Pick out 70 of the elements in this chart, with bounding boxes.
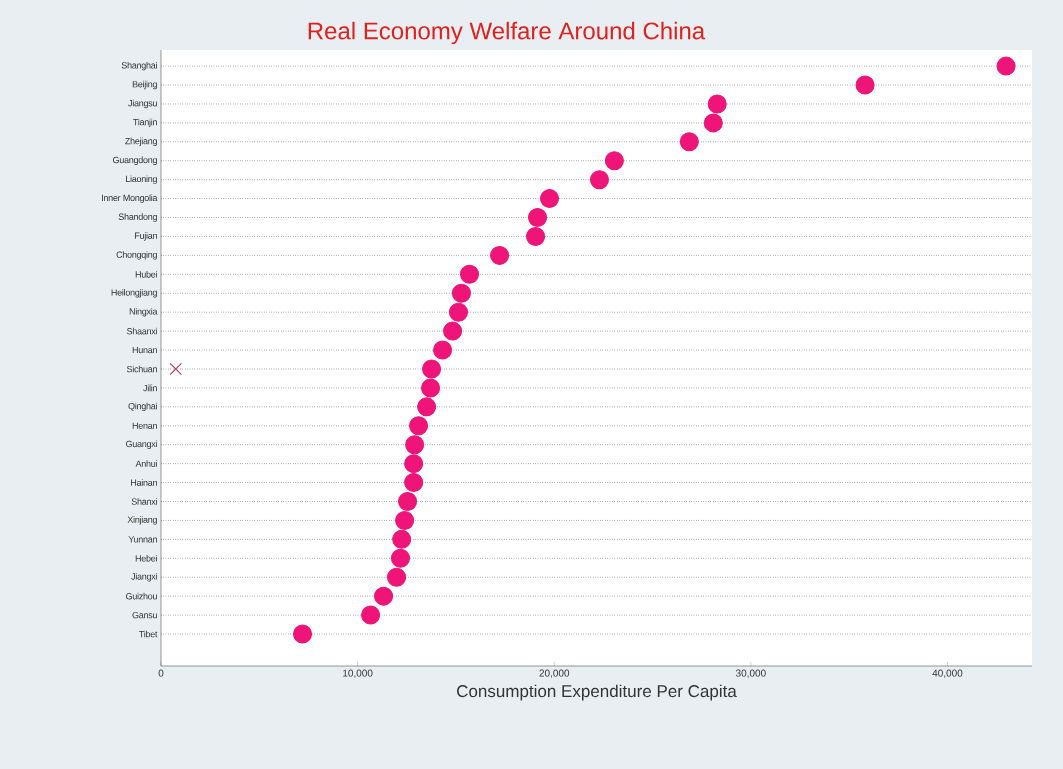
point — [526, 226, 546, 246]
point — [459, 264, 479, 284]
y-tick-label: Jilin — [143, 384, 157, 392]
point — [392, 529, 412, 549]
point — [604, 151, 624, 171]
point — [405, 435, 425, 455]
point — [490, 245, 510, 265]
y-tick-label: Fujian — [135, 232, 157, 241]
y-tick-label: Guangdong — [113, 156, 157, 165]
y-tick-label: Liaoning — [126, 175, 157, 184]
y-tick-label: Anhui — [135, 460, 157, 467]
point — [996, 56, 1016, 76]
point — [855, 75, 875, 95]
point — [679, 132, 699, 152]
point — [293, 624, 313, 644]
y-tick-label: Chongqing — [116, 251, 157, 260]
y-tick-label: Heilongjiang — [111, 289, 157, 298]
point — [395, 510, 415, 530]
y-tick-label: Hainan — [131, 479, 157, 486]
point — [443, 321, 463, 341]
point — [404, 473, 424, 493]
y-tick-label: Hebei — [135, 554, 157, 562]
point — [361, 605, 381, 625]
y-tick-label: Jiangxi — [131, 573, 157, 582]
point — [404, 454, 424, 474]
x-tick-label: 20,000 — [539, 669, 570, 678]
point — [409, 416, 429, 436]
point — [390, 548, 410, 568]
y-tick-label: Yunnan — [128, 536, 157, 543]
point — [433, 340, 453, 360]
y-tick-label: Hubei — [135, 271, 157, 278]
y-tick-label: Hunan — [132, 346, 157, 354]
y-tick-label: Shanxi — [131, 498, 157, 505]
point — [540, 189, 560, 209]
point — [589, 170, 609, 190]
point — [451, 283, 471, 303]
point — [169, 362, 182, 376]
point — [387, 567, 407, 587]
point — [417, 397, 437, 417]
point — [528, 208, 548, 228]
point — [421, 378, 441, 398]
point — [703, 113, 723, 133]
x-tick-label: 30,000 — [735, 669, 766, 678]
y-tick-label: Tianjin — [133, 118, 157, 128]
y-tick-label: Tibet — [139, 630, 158, 638]
y-tick-label: Xinjiang — [127, 516, 157, 525]
y-tick-label: Jiangsu — [128, 99, 157, 109]
point — [398, 492, 418, 511]
y-tick-label: Gansu — [132, 611, 157, 619]
y-tick-label: Shanghai — [121, 61, 157, 71]
x-tick-label: 40,000 — [932, 669, 963, 678]
y-tick-label: Henan — [132, 422, 157, 429]
y-tick-label: Guizhou — [126, 592, 157, 600]
x-axis-title: Consumption Expenditure Per Capita — [457, 684, 737, 701]
y-tick-label: Sichuan — [126, 365, 157, 373]
y-tick-label: Shandong — [118, 213, 157, 222]
point — [374, 586, 394, 606]
x-tick-label: 10,000 — [343, 669, 373, 678]
y-tick-label: Shaanxi — [126, 327, 157, 335]
y-tick-label: Ningxia — [129, 308, 158, 317]
y-tick-label: Beijing — [132, 80, 157, 90]
y-tick-label: Guangxi — [126, 440, 157, 449]
y-tick-label: Qinghai — [128, 402, 157, 412]
y-tick-label: Zhejiang — [125, 137, 157, 147]
chart-title: Real Economy Welfare Around China — [308, 21, 706, 45]
point — [422, 359, 442, 379]
x-tick-label: 0 — [158, 669, 164, 677]
point — [448, 302, 468, 322]
y-tick-label: Inner Mongolia — [102, 194, 158, 203]
point — [707, 94, 727, 114]
